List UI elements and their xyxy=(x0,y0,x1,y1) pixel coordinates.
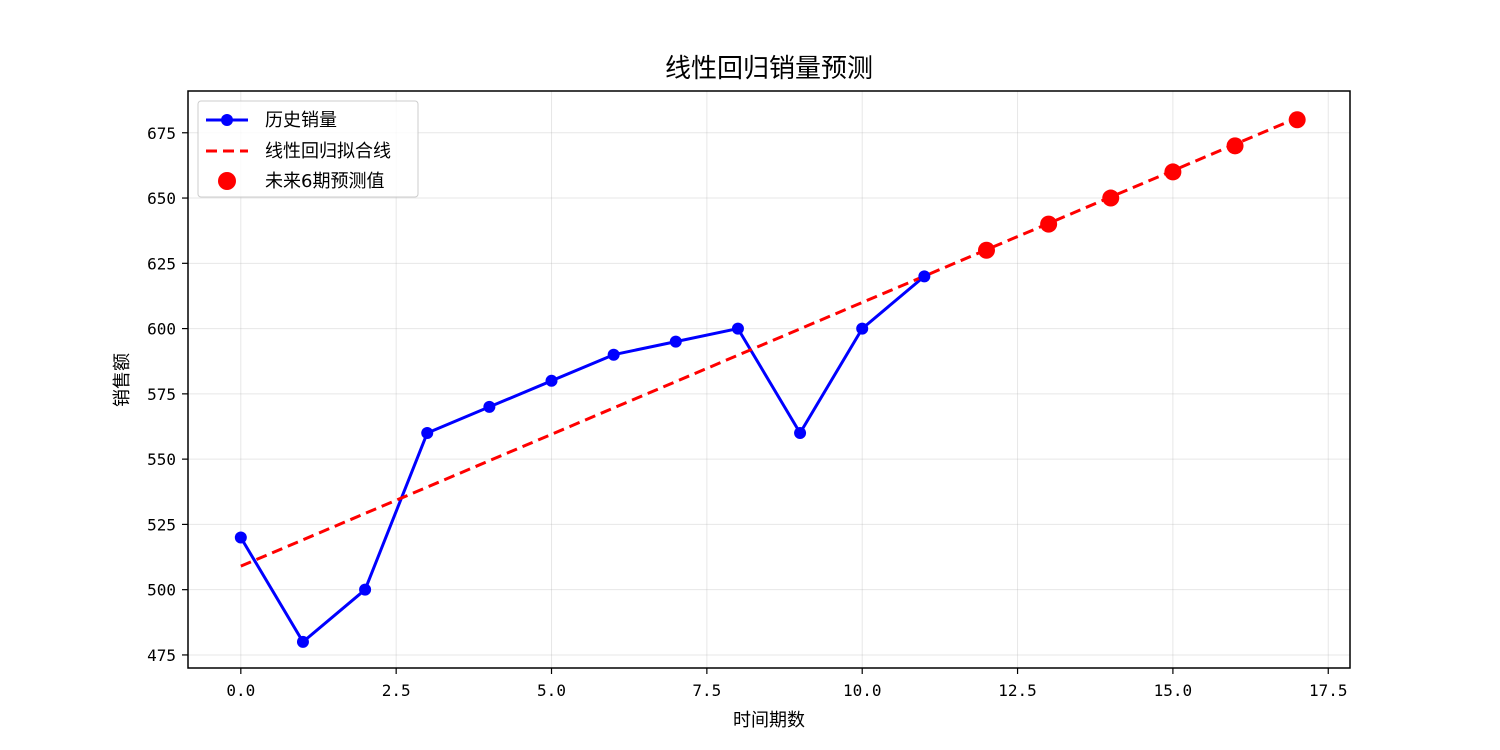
regression-fit-line xyxy=(240,116,1298,568)
forecast-point xyxy=(1102,189,1120,207)
history-point xyxy=(607,348,620,361)
y-tick-label: 625 xyxy=(147,254,176,273)
history-point xyxy=(669,335,682,348)
legend-forecast-marker xyxy=(218,172,236,190)
history-point xyxy=(296,635,309,648)
y-tick-label: 650 xyxy=(147,189,176,208)
history-point xyxy=(483,400,496,413)
axis-ticks: 0.0 2.5 5.0 7.5 10.0 12.5 15.0 17.5 475 500 525 550… xyxy=(147,124,1347,700)
forecast-point xyxy=(977,241,995,259)
history-point xyxy=(856,322,869,335)
history-point xyxy=(421,427,434,440)
history-point xyxy=(918,270,931,283)
x-tick-label: 2.5 xyxy=(382,681,411,700)
history-point xyxy=(234,531,247,544)
history-point xyxy=(731,322,744,335)
legend-item-history: 历史销量 xyxy=(206,110,337,131)
history-point xyxy=(359,583,372,596)
legend-item-fit: 线性回归拟合线 xyxy=(206,141,391,162)
history-point xyxy=(794,427,807,440)
forecast-point xyxy=(1288,111,1306,129)
legend-item-forecast: 未来6期预测值 xyxy=(218,171,384,192)
y-tick-label: 525 xyxy=(147,515,176,534)
x-tick-label: 12.5 xyxy=(998,681,1037,700)
x-tick-label: 0.0 xyxy=(226,681,255,700)
x-tick-label: 7.5 xyxy=(692,681,721,700)
y-axis-label: 销售额 xyxy=(112,353,133,407)
history-line xyxy=(239,275,926,644)
legend: 历史销量 线性回归拟合线 未来6期预测值 xyxy=(197,100,419,198)
y-tick-label: 500 xyxy=(147,581,176,600)
legend-history-label: 历史销量 xyxy=(265,110,337,131)
y-tick-label: 475 xyxy=(147,646,176,665)
y-tick-label: 550 xyxy=(147,450,176,469)
forecast-point xyxy=(1164,163,1182,181)
y-tick-label: 575 xyxy=(147,385,176,404)
plot-area xyxy=(187,90,1351,669)
x-tick-label: 15.0 xyxy=(1154,681,1193,700)
x-tick-label: 5.0 xyxy=(537,681,566,700)
series xyxy=(234,111,1306,648)
y-tick-label: 675 xyxy=(147,124,176,143)
legend-fit-label: 线性回归拟合线 xyxy=(265,141,391,162)
x-tick-label: 10.0 xyxy=(843,681,882,700)
legend-frame xyxy=(197,100,419,198)
forecast-point xyxy=(1226,137,1244,155)
chart-title: 线性回归销量预测 xyxy=(665,54,873,84)
history-point xyxy=(545,374,558,387)
legend-forecast-label: 未来6期预测值 xyxy=(265,171,384,192)
legend-history-marker xyxy=(221,114,233,126)
x-tick-label: 17.5 xyxy=(1309,681,1348,700)
y-tick-label: 600 xyxy=(147,320,176,339)
x-axis-label: 时间期数 xyxy=(733,710,805,731)
grid xyxy=(188,91,1350,668)
forecast-point xyxy=(1040,215,1058,233)
